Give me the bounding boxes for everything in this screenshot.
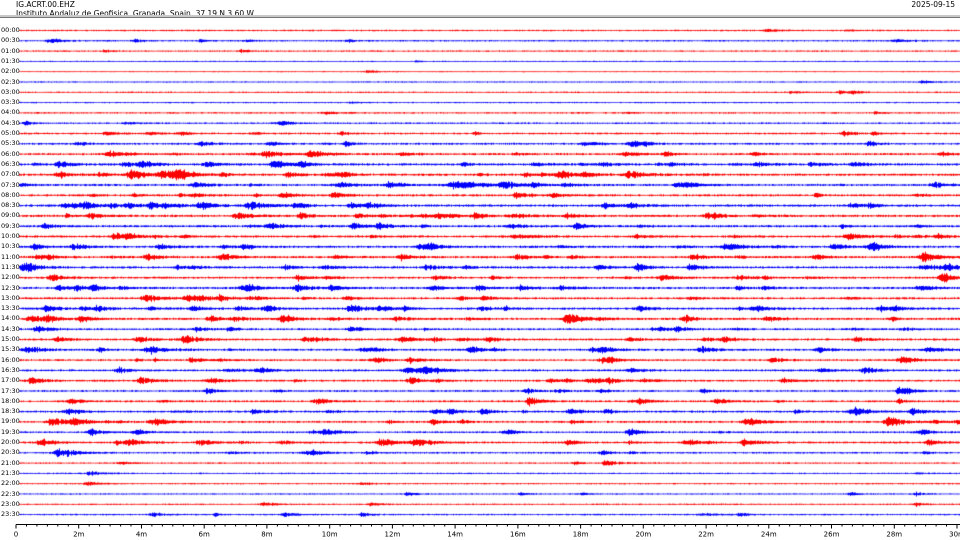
trace-label: 01:00 bbox=[1, 46, 20, 55]
trace-label: 13:30 bbox=[1, 304, 20, 313]
axis-tick-label: 22m bbox=[698, 531, 714, 539]
header-divider bbox=[0, 15, 960, 18]
header: IG.ACRT.00.EHZ Instituto Andaluz de Geof… bbox=[0, 0, 960, 24]
trace-label: 14:30 bbox=[1, 324, 20, 333]
trace-label: 09:00 bbox=[1, 211, 20, 220]
trace-label: 21:00 bbox=[1, 458, 20, 467]
trace-label: 19:30 bbox=[1, 427, 20, 436]
trace-label: 07:00 bbox=[1, 170, 20, 179]
trace-label: 10:00 bbox=[1, 232, 20, 240]
trace-label: 23:30 bbox=[1, 510, 20, 519]
trace-label: 16:30 bbox=[1, 365, 20, 374]
trace-label: 06:00 bbox=[1, 149, 20, 158]
trace-label: 09:30 bbox=[1, 221, 20, 230]
axis-tick-label: 30m bbox=[949, 531, 960, 539]
trace-label: 19:00 bbox=[1, 417, 20, 426]
trace-label: 23:00 bbox=[1, 499, 20, 508]
axis-tick-label: 18m bbox=[573, 531, 589, 539]
axis-tick-label: 10m bbox=[322, 531, 338, 539]
trace-label: 18:30 bbox=[1, 407, 20, 416]
trace-label: 07:30 bbox=[1, 180, 20, 189]
trace-label: 11:00 bbox=[1, 252, 20, 261]
trace-label: 00:30 bbox=[1, 36, 20, 45]
trace-label: 04:30 bbox=[1, 118, 20, 127]
trace-label: 22:00 bbox=[1, 479, 20, 488]
trace-label: 13:00 bbox=[1, 293, 20, 302]
trace-label: 16:00 bbox=[1, 355, 20, 364]
axis-tick-label: 24m bbox=[761, 531, 777, 539]
plot-date: 2025-09-15 bbox=[911, 0, 955, 9]
trace-label: 10:30 bbox=[1, 242, 20, 251]
axis-tick-label: 26m bbox=[824, 531, 840, 539]
trace-label: 22:30 bbox=[1, 489, 20, 498]
trace-label: 05:30 bbox=[1, 139, 20, 148]
axis-tick-label: 2m bbox=[73, 531, 84, 539]
trace-label: 02:30 bbox=[1, 77, 20, 86]
axis-tick-label: 14m bbox=[447, 531, 463, 539]
trace-label: 11:30 bbox=[1, 262, 20, 271]
trace-label: 17:30 bbox=[1, 386, 20, 395]
trace-label: 15:30 bbox=[1, 345, 20, 354]
axis-tick-label: 12m bbox=[385, 531, 401, 539]
trace-label: 15:00 bbox=[1, 335, 20, 343]
axis-tick-label: 20m bbox=[635, 531, 651, 539]
trace-label: 20:00 bbox=[1, 438, 20, 446]
trace-label: 02:00 bbox=[1, 67, 20, 76]
trace-label: 17:00 bbox=[1, 376, 20, 385]
trace-label: 01:30 bbox=[1, 56, 20, 65]
trace-label: 08:00 bbox=[1, 190, 20, 199]
axis-tick-label: 4m bbox=[136, 531, 147, 539]
trace-label: 20:30 bbox=[1, 448, 20, 457]
trace-label: 00:00 bbox=[1, 26, 20, 34]
axis-tick-label: 8m bbox=[261, 531, 272, 539]
axis-tick-label: 6m bbox=[199, 531, 210, 539]
trace-label: 14:00 bbox=[1, 314, 20, 323]
trace-label: 12:00 bbox=[1, 273, 20, 282]
station-code: IG.ACRT.00.EHZ bbox=[16, 0, 75, 9]
trace-label: 03:00 bbox=[1, 87, 20, 96]
trace-label: 03:30 bbox=[1, 98, 20, 107]
axis-tick-label: 16m bbox=[510, 531, 526, 539]
trace-label: 21:30 bbox=[1, 468, 20, 477]
station-description: Instituto Andaluz de Geofisica, Granada,… bbox=[16, 9, 254, 18]
axis-ticks bbox=[15, 524, 960, 529]
trace-label: 06:30 bbox=[1, 159, 20, 168]
trace-label: 18:00 bbox=[1, 396, 20, 405]
trace-label: 05:00 bbox=[1, 129, 20, 137]
trace-label: 12:30 bbox=[1, 283, 20, 292]
trace-label: 08:30 bbox=[1, 201, 20, 210]
axis-tick-label: 28m bbox=[886, 531, 902, 539]
axis-tick-label: 0 bbox=[14, 531, 18, 539]
trace-label: 04:00 bbox=[1, 108, 20, 117]
